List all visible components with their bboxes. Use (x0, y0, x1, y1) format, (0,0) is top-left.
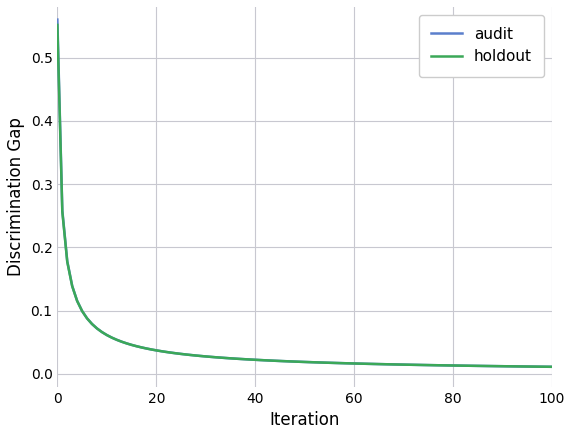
X-axis label: Iteration: Iteration (269, 411, 340, 429)
holdout (54, 22, 61, 27)
audit (400, 362, 407, 367)
audit (425, 362, 432, 368)
Y-axis label: Discrimination Gap: Discrimination Gap (7, 117, 25, 276)
holdout (281, 358, 288, 364)
audit (89, 321, 96, 327)
holdout (400, 362, 407, 367)
audit (549, 364, 555, 369)
holdout (425, 362, 432, 368)
audit (177, 351, 184, 357)
audit (281, 358, 288, 364)
holdout (549, 364, 555, 369)
holdout (89, 321, 96, 327)
audit (54, 17, 61, 22)
Legend: audit, holdout: audit, holdout (419, 14, 544, 77)
Line: holdout: holdout (57, 25, 552, 367)
holdout (351, 361, 358, 366)
audit (351, 361, 358, 366)
Line: audit: audit (57, 20, 552, 367)
holdout (177, 351, 184, 357)
